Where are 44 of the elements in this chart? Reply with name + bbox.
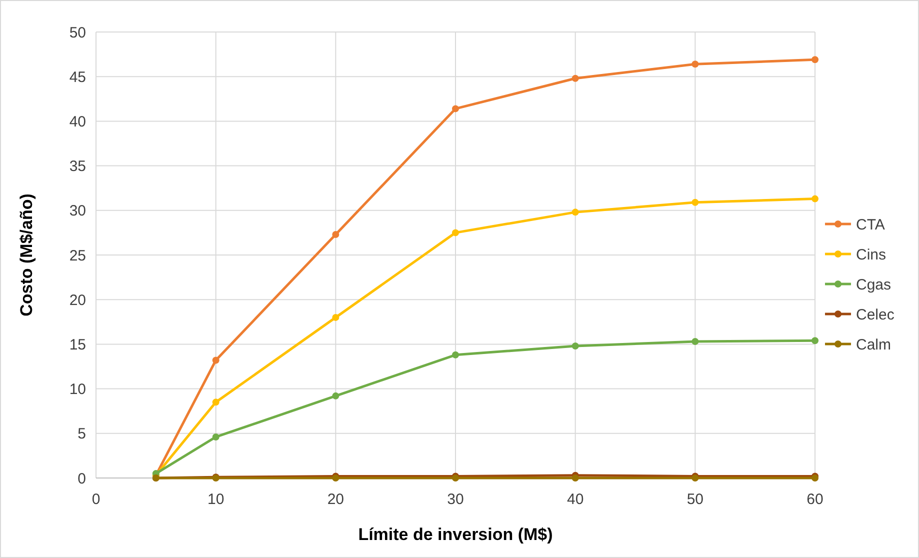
point [452,351,459,358]
y-tick-label: 20 [69,292,86,309]
y-tick-label: 25 [69,247,86,264]
legend-label: Calm [856,336,892,354]
y-tick-label: 15 [69,336,86,354]
x-tick-label: 30 [447,491,464,508]
point [692,60,699,68]
point [212,398,220,406]
point [572,74,579,82]
point [452,105,459,112]
y-tick-label: 40 [69,113,86,130]
x-axis-title: Límite de inversion (M$) [358,525,553,544]
point [572,474,579,482]
legend-label: Cins [856,246,886,264]
x-tick-label: 40 [566,491,584,508]
x-tick-label: 0 [92,491,100,508]
y-tick-label: 30 [69,202,86,220]
y-tick-label: 35 [69,158,86,176]
y-axis-title: Costo (M$/año) [17,194,36,316]
point [572,342,579,350]
x-tick-label: 10 [207,491,224,508]
point [452,229,459,236]
y-tick-label: 45 [69,68,86,86]
point [692,198,699,206]
point [332,314,340,321]
point [812,195,818,202]
y-tick-label: 10 [69,381,86,398]
legend-label: Celec [856,306,895,324]
y-tick-label: 50 [69,24,86,42]
y-tick-label: 0 [78,470,86,488]
point [692,338,699,346]
point [212,356,220,364]
legend-label: CTA [856,216,885,234]
point [572,208,579,216]
point [212,433,220,440]
y-tick-label: 5 [78,426,86,443]
x-tick-label: 60 [806,491,824,508]
point [812,56,818,64]
x-tick-label: 50 [686,491,704,508]
point [332,392,340,400]
point [332,230,340,238]
point [812,337,818,344]
x-tick-label: 20 [327,491,344,508]
legend-label: Cgas [856,276,892,294]
